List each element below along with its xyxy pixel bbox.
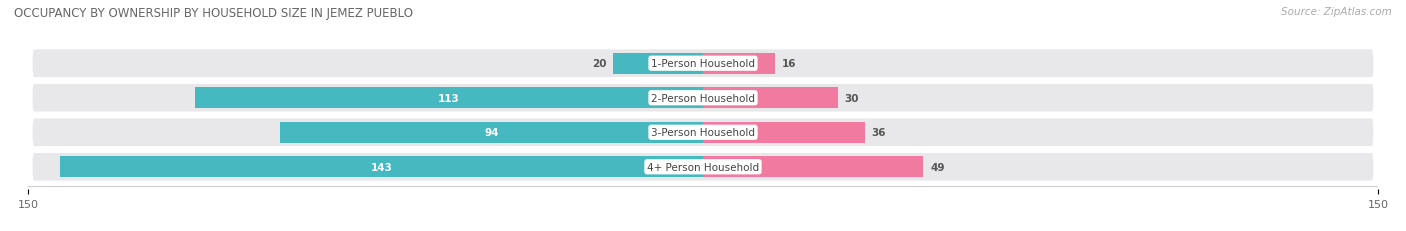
FancyBboxPatch shape — [32, 85, 1374, 112]
Text: 113: 113 — [437, 93, 460, 103]
Text: 36: 36 — [872, 128, 886, 138]
Bar — [703, 122, 865, 143]
Text: 20: 20 — [592, 59, 606, 69]
Bar — [613, 53, 703, 75]
Text: 4+ Person Household: 4+ Person Household — [647, 162, 759, 172]
FancyBboxPatch shape — [32, 119, 1374, 146]
Text: 94: 94 — [484, 128, 499, 138]
Text: OCCUPANCY BY OWNERSHIP BY HOUSEHOLD SIZE IN JEMEZ PUEBLO: OCCUPANCY BY OWNERSHIP BY HOUSEHOLD SIZE… — [14, 7, 413, 20]
Text: 3-Person Household: 3-Person Household — [651, 128, 755, 138]
Bar — [703, 156, 924, 178]
Bar — [194, 88, 703, 109]
Text: 143: 143 — [370, 162, 392, 172]
FancyBboxPatch shape — [32, 153, 1374, 181]
Bar — [703, 53, 775, 75]
Text: 16: 16 — [782, 59, 796, 69]
Bar — [703, 88, 838, 109]
Bar — [59, 156, 703, 178]
Text: 30: 30 — [845, 93, 859, 103]
FancyBboxPatch shape — [32, 50, 1374, 78]
Text: Source: ZipAtlas.com: Source: ZipAtlas.com — [1281, 7, 1392, 17]
Text: 2-Person Household: 2-Person Household — [651, 93, 755, 103]
Text: 1-Person Household: 1-Person Household — [651, 59, 755, 69]
Text: 49: 49 — [931, 162, 945, 172]
Bar — [280, 122, 703, 143]
